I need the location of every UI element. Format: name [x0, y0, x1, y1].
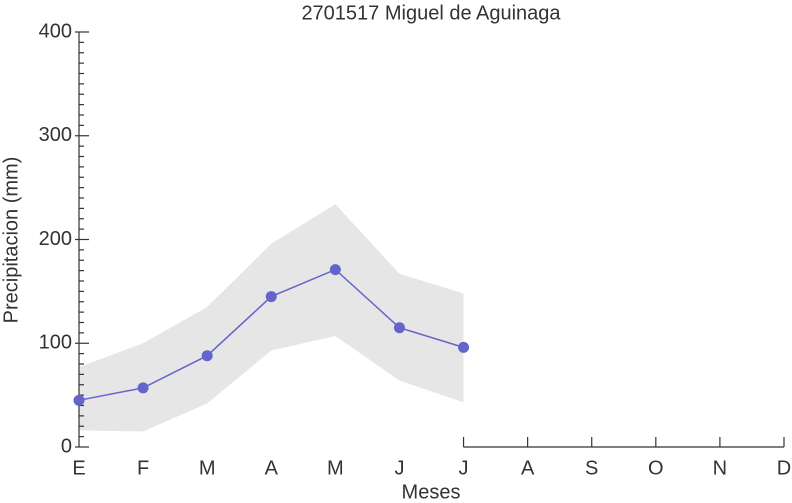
x-axis-label: Meses: [402, 481, 461, 503]
x-tick-label: F: [137, 457, 149, 479]
point: [329, 264, 341, 276]
y-axis-label: Precipitacion (mm): [0, 157, 22, 324]
band: [79, 204, 464, 432]
point: [265, 291, 277, 303]
y-tick-label: 0: [61, 435, 72, 457]
point: [137, 382, 149, 394]
y-tick-label: 300: [39, 124, 72, 146]
x-tick-label: A: [265, 457, 279, 479]
x-tick-label: O: [648, 457, 664, 479]
x-tick-label: E: [72, 457, 85, 479]
x-tick-label: J: [394, 457, 404, 479]
x-tick-label: M: [199, 457, 216, 479]
point: [458, 341, 470, 353]
x-tick-label: M: [327, 457, 344, 479]
x-tick-label: J: [459, 457, 469, 479]
point: [201, 350, 213, 362]
point: [73, 394, 85, 406]
y-tick-label: 100: [39, 332, 72, 354]
point: [393, 322, 405, 334]
x-tick-label: N: [713, 457, 727, 479]
x-tick-label: D: [777, 457, 791, 479]
x-tick-label: S: [585, 457, 598, 479]
x-tick-label: A: [521, 457, 535, 479]
y-tick-label: 400: [39, 20, 72, 42]
y-tick-label: 200: [39, 228, 72, 250]
chart-title: 2701517 Miguel de Aguinaga: [301, 2, 561, 24]
